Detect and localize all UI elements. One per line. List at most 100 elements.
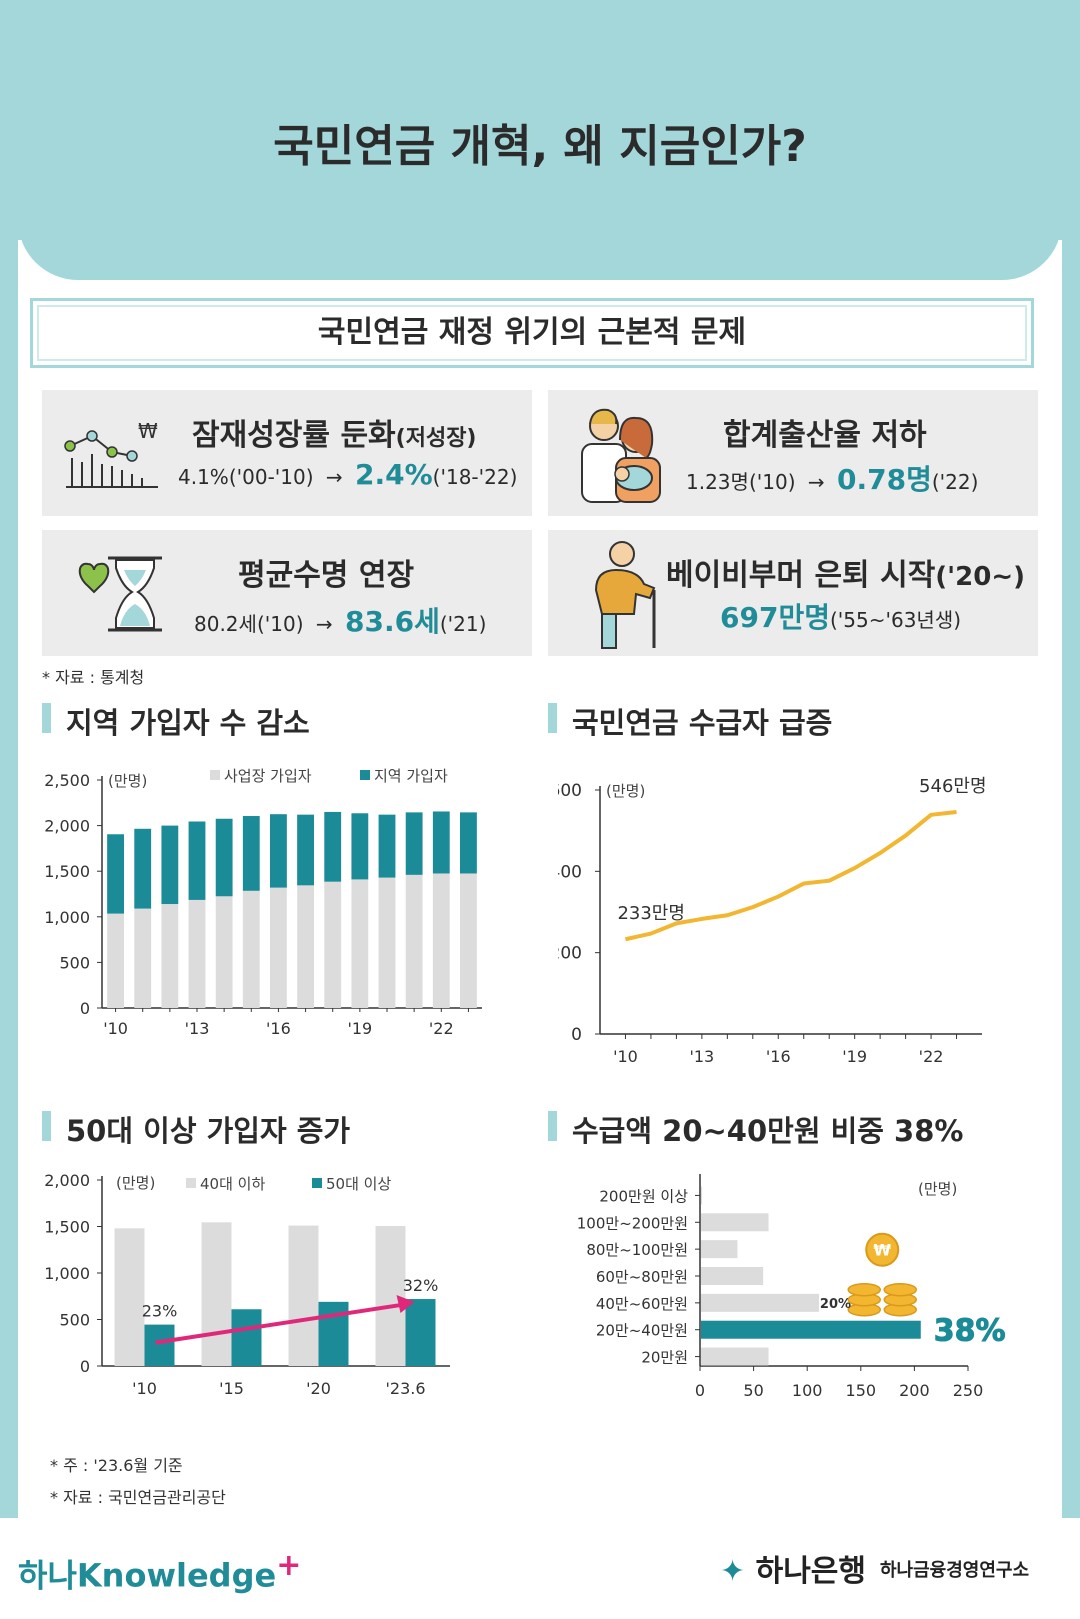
source-note-2: * 자료 : 국민연금관리공단 [50,1488,226,1507]
x-tick-label: '22 [429,1019,454,1038]
y-tick-label: 0 [80,999,90,1018]
hana-bank-logo: ✦ 하나은행 [720,1546,866,1590]
x-tick-label: '16 [266,1019,291,1038]
bar-regional [107,834,124,914]
hana-bank-name: 하나은행 [755,1554,866,1589]
x-tick-label: '10 [132,1379,157,1398]
banner-title: 국민연금 재정 위기의 근본적 문제 [317,315,747,350]
x-tick-label: '15 [219,1379,244,1398]
birth-heading: 합계출산율 저하 [723,418,927,453]
section-recipients-title: 국민연금 수급자 급증 [548,700,832,742]
x-tick-label: '13 [689,1047,714,1066]
coin-icon [883,1282,917,1297]
category-label: 80만~100만원 [586,1241,688,1259]
x-tick-label: 100 [792,1381,823,1400]
bar-highlight [701,1320,921,1339]
legend-label: 지역 가입자 [374,767,448,785]
bar-regional [460,812,477,874]
bar-business [432,873,450,1008]
legend-swatch [312,1178,322,1188]
life-from: 80.2세 [194,612,257,636]
y-tick-label: 2,000 [44,1171,90,1190]
hana-symbol-icon: ✦ [720,1554,746,1589]
y-tick-label: 200 [558,944,582,964]
bar-over50 [318,1301,349,1366]
recipients-line [625,809,957,942]
life-arrow: → [315,612,333,636]
share-label: 23% [142,1302,178,1321]
x-tick-label: 200 [899,1381,930,1400]
bar-business [405,874,423,1008]
bar-under40 [288,1225,319,1366]
x-tick-label: '16 [766,1047,791,1066]
chart-regional-subscribers: 0 500 1,000 1,500 2,000 2,500 (만명) '10 '13 '16 '19… [44,767,482,1038]
bar-regional [161,825,179,905]
hana-knowledge-text: 하나Knowledge [18,1556,277,1595]
y-tick-label: 1,500 [44,1218,90,1237]
elderly-cane-icon [594,541,656,649]
x-tick-label: '23.6 [385,1379,425,1398]
bar-business [107,913,124,1008]
source-note-1: * 자료 : 통계청 [42,668,145,687]
bar-regional [188,821,206,900]
chart-recipients-line: 0 200 400 600 (만명) '10 '13 '16 '19 '22 233만명 546만명 [558,776,987,1066]
x-tick-label: '19 [842,1047,867,1066]
life-from-period: ('10) [256,612,304,636]
bar-regional [432,811,450,874]
unit-label: (만명) [606,782,645,800]
hana-knowledge-logo: 하나Knowledge+ [18,1548,301,1597]
bar-amount [701,1293,819,1312]
section-amount-title: 수급액 20~40만원 비중 38% [548,1108,963,1150]
bar-over50 [405,1299,436,1366]
y-tick-label: 600 [558,781,582,801]
life-heading: 평균수명 연장 [238,558,415,593]
bar-business [188,899,206,1008]
life-to-period: ('21) [439,612,487,636]
bar-regional [270,814,287,888]
bar-under40 [201,1222,232,1366]
x-tick-label: 0 [695,1381,705,1400]
legend-label: 사업장 가입자 [224,767,312,785]
section-over50-title: 50대 이상 가입자 증가 [42,1108,350,1150]
category-label: 200만원 이상 [599,1187,688,1205]
bar-business [134,908,152,1008]
growth-heading-sub: (저성장) [395,426,477,451]
bar-amount [701,1347,769,1366]
chart-amount-distribution: (만명) 0 50 100 150 200 250 200만원 이상 100만~200만원 80만… [577,1174,1006,1400]
page-title: 국민연금 개혁, 왜 지금인가? [273,121,807,172]
header-band [18,200,1062,280]
banner: 국민연금 재정 위기의 근본적 문제 [30,298,1034,368]
y-tick-label: 1,000 [44,1264,90,1283]
x-tick-label: '20 [306,1379,331,1398]
unit-label: (만명) [918,1180,957,1198]
bar-regional [215,818,233,897]
category-label: 100만~200만원 [577,1214,688,1232]
x-tick-label: 50 [743,1381,763,1400]
x-tick-label: 150 [846,1381,877,1400]
annotation-label: 546만명 [919,776,986,797]
category-label: 20만원 [641,1349,688,1367]
y-tick-label: 2,000 [44,817,90,836]
line-chart-won-icon: ₩ [64,419,158,488]
legend-swatch [210,770,220,780]
bar-business [270,887,287,1008]
unit-label: (만명) [108,772,147,790]
section-regional-title: 지역 가입자 수 감소 [42,700,310,742]
legend-label: 50대 이상 [326,1175,391,1193]
birth-from: 1.23명 [686,470,749,494]
boomer-heading: 베이비부머 은퇴 시작 [666,558,936,593]
share-label: 20% [820,1297,851,1312]
annotation-label: 233만명 [617,903,684,924]
x-tick-label: '22 [919,1047,944,1066]
bar-over50 [144,1324,175,1366]
legend-swatch [360,770,370,780]
y-tick-label: 0 [80,1357,90,1376]
birth-to-period: ('22) [931,470,979,494]
bar-business [297,885,314,1008]
x-tick-label: '10 [613,1047,638,1066]
bar-regional [297,814,314,886]
y-tick-label: 1,000 [44,908,90,927]
bar-under40 [114,1228,145,1366]
heart-hourglass-icon [78,556,162,632]
share-label-highlight: 38% [934,1314,1006,1349]
